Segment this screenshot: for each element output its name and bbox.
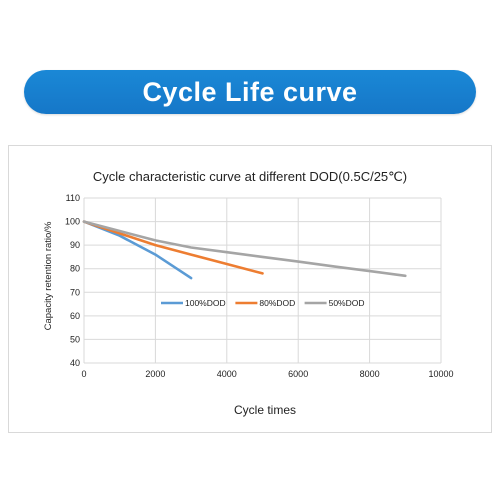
y-axis-label: Capacity retention ratio/% xyxy=(43,221,54,330)
axis-layer: 40 50 60 70 80 90 100 110 0 2000 4000 6000 8000 10000 xyxy=(65,193,454,379)
series-line xyxy=(82,220,264,275)
y-tick-label: 100 xyxy=(65,217,80,227)
chart-title: Cycle characteristic curve at different … xyxy=(93,169,407,184)
x-tick-label: 0 xyxy=(81,369,86,379)
y-tick-label: 40 xyxy=(70,358,80,368)
y-tick-label: 110 xyxy=(66,193,80,203)
x-tick-label: 6000 xyxy=(288,369,308,379)
x-tick-label: 8000 xyxy=(360,369,380,379)
y-tick-label: 50 xyxy=(70,334,80,344)
y-tick-label: 90 xyxy=(70,240,80,250)
legend-layer: 100%DOD 80%DOD 50%DOD xyxy=(161,298,365,308)
y-tick-label: 80 xyxy=(70,264,80,274)
legend-label: 50%DOD xyxy=(329,298,365,308)
y-tick-label: 60 xyxy=(70,311,80,321)
x-tick-label: 4000 xyxy=(217,369,237,379)
legend-label: 80%DOD xyxy=(259,298,295,308)
y-tick-label: 70 xyxy=(70,287,80,297)
chart-frame: Cycle characteristic curve at different … xyxy=(8,145,492,433)
x-tick-label: 10000 xyxy=(428,369,453,379)
title-banner: Cycle Life curve xyxy=(24,70,476,114)
legend-label: 100%DOD xyxy=(185,298,226,308)
grid-layer xyxy=(83,197,442,364)
x-axis-label: Cycle times xyxy=(234,403,296,417)
series-line xyxy=(82,220,407,278)
series-layer xyxy=(82,220,407,280)
cycle-life-chart: Cycle characteristic curve at different … xyxy=(43,169,454,417)
x-tick-label: 2000 xyxy=(145,369,165,379)
banner-title: Cycle Life curve xyxy=(142,76,358,107)
